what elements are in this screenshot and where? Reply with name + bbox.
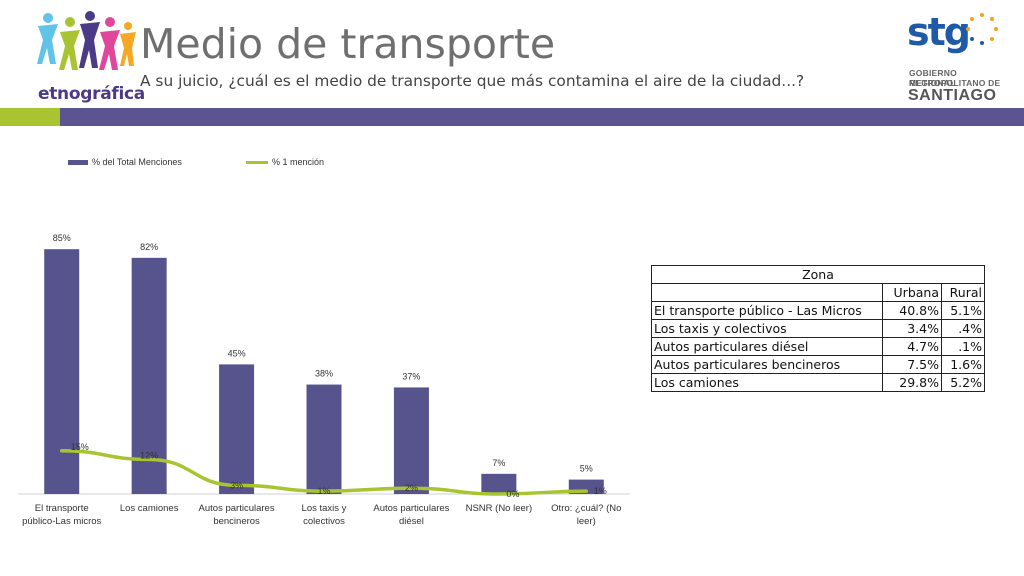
bar-data-label: 5% <box>580 464 593 474</box>
row-label: El transporte público - Las Micros <box>651 301 883 320</box>
stg-line-2: METROPOLITANO DE <box>909 78 1001 88</box>
row-label: Autos particulares diésel <box>651 337 883 356</box>
x-tick-label: Otro: ¿cuál? (No <box>551 503 621 514</box>
x-tick-label: Autos particulares <box>199 503 275 514</box>
table-corner-cell <box>651 283 883 302</box>
legend-swatch-bars <box>68 160 88 166</box>
cell-rural: .1% <box>941 337 985 356</box>
line-data-label: 2% <box>405 483 418 493</box>
row-label: Los camiones <box>651 373 883 392</box>
legend-swatch-line <box>246 161 268 165</box>
x-tick-label: diésel <box>399 516 424 527</box>
bar-line-chart: 85% El transporte público-Las micros 82% Los… <box>18 233 630 527</box>
row-label: Autos particulares bencineros <box>651 355 883 374</box>
x-tick-label: El transporte <box>35 503 89 514</box>
cell-rural: 5.2% <box>941 373 985 392</box>
bar <box>219 364 255 494</box>
table-row: Autos particulares diésel 4.7% .1% <box>651 337 985 356</box>
table-header-zona: Zona <box>651 265 985 284</box>
page-title: Medio de transporte <box>140 20 556 68</box>
table-header-row: Zona <box>651 265 985 284</box>
x-tick-label: bencineros <box>213 516 260 527</box>
bar-data-label: 45% <box>228 348 246 358</box>
bar-data-label: 38% <box>315 369 333 379</box>
stg-line-3: SANTIAGO <box>908 87 997 104</box>
table-row: Autos particulares bencineros 7.5% 1.6% <box>651 355 985 374</box>
table-row: Los camiones 29.8% 5.2% <box>651 373 985 392</box>
bar <box>306 384 342 494</box>
table-row: El transporte público - Las Micros 40.8%… <box>651 301 985 320</box>
x-tick-label: leer) <box>577 516 596 527</box>
bar-data-label: 7% <box>492 458 505 468</box>
etnografica-logo: etnográfica <box>34 10 145 104</box>
x-tick-label: Los taxis y <box>302 503 347 514</box>
line-data-label: 1% <box>594 486 607 496</box>
cell-urbana: 40.8% <box>882 301 942 320</box>
legend-label-line: % 1 mención <box>272 157 325 167</box>
legend-label-bars: % del Total Menciones <box>92 157 182 167</box>
bar-data-label: 37% <box>402 371 420 381</box>
stg-line-1: GOBIERNO REGIONAL <box>909 68 957 88</box>
cell-urbana: 4.7% <box>882 337 942 356</box>
star-ring-icon <box>966 13 998 45</box>
stg-wordmark: stg <box>907 10 971 54</box>
table-row: Los taxis y colectivos 3.4% .4% <box>651 319 985 338</box>
table-columns-row: Urbana Rural <box>651 283 985 302</box>
cell-rural: .4% <box>941 319 985 338</box>
x-tick-label: público-Las micros <box>22 516 101 527</box>
header-accent-green <box>0 108 60 126</box>
cell-urbana: 7.5% <box>882 355 942 374</box>
bar <box>44 249 80 494</box>
x-tick-label: NSNR (No leer) <box>466 503 533 514</box>
line-data-label: 0% <box>506 489 519 499</box>
x-tick-label: colectivos <box>303 516 345 527</box>
x-tick-label: Autos particulares <box>373 503 449 514</box>
row-label: Los taxis y colectivos <box>651 319 883 338</box>
bar <box>393 387 429 494</box>
etnografica-wordmark: etnográfica <box>38 84 145 104</box>
line-data-label: 12% <box>140 450 158 460</box>
bar <box>131 257 167 494</box>
zona-table: Zona Urbana Rural El transporte público … <box>651 265 985 392</box>
bar <box>481 473 517 494</box>
legend-item-line: % 1 mención <box>246 157 324 167</box>
cell-rural: 1.6% <box>941 355 985 374</box>
column-header-urbana: Urbana <box>882 283 942 302</box>
header-accent-purple <box>60 108 1024 126</box>
legend-item-bars: % del Total Menciones <box>68 157 182 167</box>
line-data-label: 3% <box>230 480 243 490</box>
bar-data-label: 82% <box>140 242 158 252</box>
cell-urbana: 29.8% <box>882 373 942 392</box>
people-figures-icon <box>37 11 136 70</box>
line-series-1-mencion <box>59 449 589 496</box>
line-data-label: 1% <box>317 486 330 496</box>
page-subtitle: A su juicio, ¿cuál es el medio de transp… <box>140 72 805 90</box>
line-data-label: 15% <box>71 442 89 452</box>
column-header-rural: Rural <box>941 283 985 302</box>
cell-urbana: 3.4% <box>882 319 942 338</box>
bar-data-label: 85% <box>53 233 71 243</box>
x-tick-label: Los camiones <box>120 503 179 514</box>
stg-logo: stg GOBIERNO REGIONAL METROPOLITANO DE S… <box>905 10 1005 104</box>
cell-rural: 5.1% <box>941 301 985 320</box>
